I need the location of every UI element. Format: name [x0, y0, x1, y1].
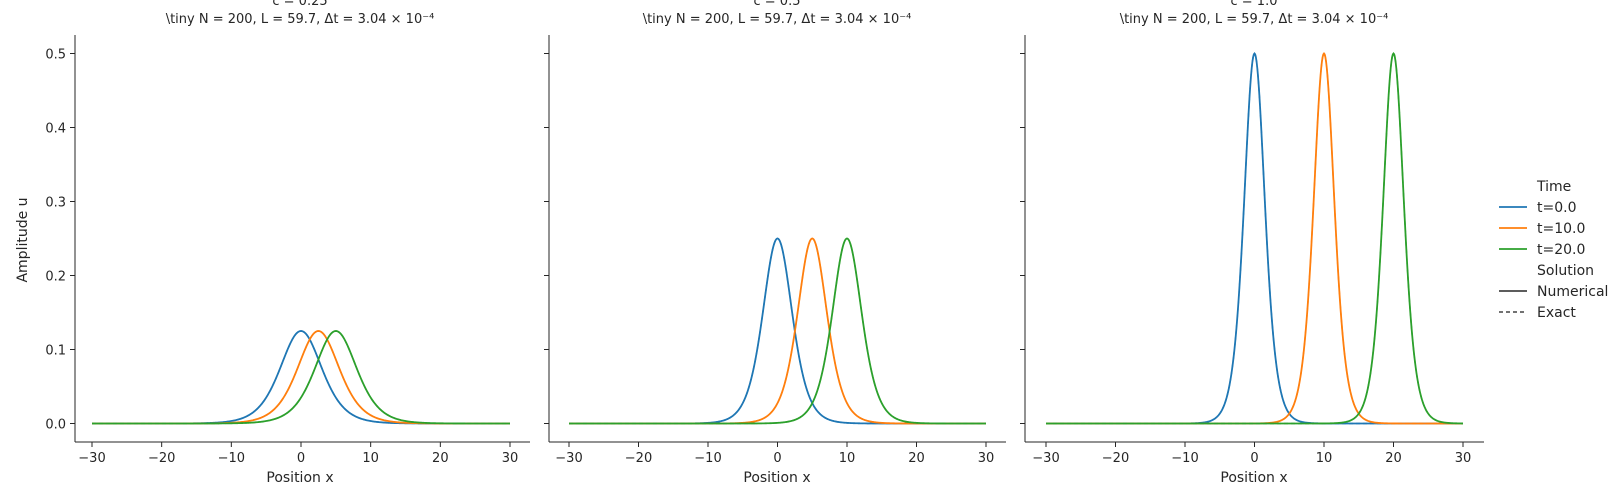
x-tick-label: 30 — [1455, 451, 1472, 466]
x-axis-label: Position x — [1220, 470, 1287, 486]
x-tick-label: 20 — [908, 451, 925, 466]
panel-title: c = 0.25 — [272, 0, 327, 9]
legend-label: t=10.0 — [1537, 221, 1585, 237]
x-tick-label: 10 — [1316, 451, 1333, 466]
x-axis-label: Position x — [266, 470, 333, 486]
panel-1: c = 0.25 \tiny N = 200, L = 59.7, Δt = 3… — [45, 0, 530, 486]
series-line-exact — [92, 330, 510, 425]
x-tick-label: −20 — [148, 451, 175, 466]
series-line-exact — [569, 237, 986, 425]
x-tick-label: −30 — [1032, 451, 1059, 466]
y-ticks: 0.0 0.1 0.2 0.3 0.4 0.5 — [45, 48, 75, 433]
panel-title: c = 0.5 — [754, 0, 801, 9]
x-tick-label: 20 — [1385, 451, 1402, 466]
legend-label: Numerical — [1537, 284, 1608, 300]
y-axis-label: Amplitude u — [15, 197, 31, 282]
x-tick-label: 10 — [362, 451, 379, 466]
curves — [1046, 52, 1463, 425]
y-tick-label: 0.1 — [45, 344, 66, 359]
x-tick-label: −30 — [78, 451, 105, 466]
x-ticks: −30 −20 −10 0 10 20 30 — [78, 442, 518, 466]
curves — [569, 237, 986, 425]
x-tick-label: 0 — [297, 451, 305, 466]
x-ticks: −30 −20 −10 0 10 20 30 — [1032, 442, 1471, 466]
x-tick-label: −10 — [694, 451, 721, 466]
series-line-exact — [1046, 52, 1463, 425]
series-line-numerical — [1046, 52, 1463, 425]
series-line-exact — [92, 330, 510, 425]
legend-title-time: Time — [1536, 179, 1571, 195]
y-tick-label: 0.2 — [45, 270, 66, 285]
x-tick-label: 0 — [773, 451, 781, 466]
x-axis-label: Position x — [743, 470, 810, 486]
series-line-exact — [1046, 52, 1463, 425]
legend-title-solution: Solution — [1537, 263, 1594, 279]
series-line-numerical — [92, 330, 510, 425]
series-line-numerical — [1046, 52, 1463, 425]
x-tick-label: 20 — [432, 451, 449, 466]
legend-time-entry: t=10.0 — [1499, 221, 1585, 237]
series-line-exact — [1046, 52, 1463, 425]
x-tick-label: −20 — [1102, 451, 1129, 466]
x-tick-label: −20 — [625, 451, 652, 466]
x-ticks: −30 −20 −10 0 10 20 30 — [555, 442, 994, 466]
series-line-exact — [569, 237, 986, 425]
legend-time-entry: t=0.0 — [1499, 200, 1576, 216]
x-tick-label: −10 — [218, 451, 245, 466]
x-tick-label: 0 — [1250, 451, 1258, 466]
panel-subtitle: \tiny N = 200, L = 59.7, Δt = 3.04 × 10⁻… — [643, 12, 912, 27]
x-tick-label: −30 — [555, 451, 582, 466]
panel-2: c = 0.5 \tiny N = 200, L = 59.7, Δt = 3.… — [544, 0, 1006, 486]
series-line-exact — [569, 237, 986, 425]
y-tick-label: 0.0 — [45, 418, 66, 433]
legend-solution-entry: Numerical — [1499, 284, 1608, 300]
y-tick-label: 0.5 — [45, 48, 66, 63]
series-line-numerical — [92, 330, 510, 425]
series-line-numerical — [569, 237, 986, 425]
panel-subtitle: \tiny N = 200, L = 59.7, Δt = 3.04 × 10⁻… — [1120, 12, 1389, 27]
series-line-numerical — [92, 330, 510, 425]
series-line-numerical — [1046, 52, 1463, 425]
series-line-exact — [92, 330, 510, 425]
y-tick-label: 0.4 — [45, 122, 66, 137]
series-line-numerical — [569, 237, 986, 425]
x-tick-label: 30 — [978, 451, 995, 466]
series-line-numerical — [569, 237, 986, 425]
x-tick-label: 10 — [839, 451, 856, 466]
y-ticks — [1020, 53, 1025, 424]
panel-subtitle: \tiny N = 200, L = 59.7, Δt = 3.04 × 10⁻… — [166, 12, 435, 27]
x-tick-label: 30 — [502, 451, 519, 466]
legend-time-entry: t=20.0 — [1499, 242, 1585, 258]
y-ticks — [544, 53, 549, 424]
legend: Time t=0.0 t=10.0 t=20.0 Solution Numeri… — [1499, 179, 1608, 321]
legend-label: Exact — [1537, 305, 1576, 321]
y-tick-label: 0.3 — [45, 196, 66, 211]
panel-title: c = 1.0 — [1231, 0, 1278, 9]
legend-label: t=0.0 — [1537, 200, 1576, 216]
panel-3: c = 1.0 \tiny N = 200, L = 59.7, Δt = 3.… — [1020, 0, 1484, 486]
legend-label: t=20.0 — [1537, 242, 1585, 258]
curves — [92, 330, 510, 425]
x-tick-label: −10 — [1171, 451, 1198, 466]
legend-solution-entry: Exact — [1499, 305, 1576, 321]
